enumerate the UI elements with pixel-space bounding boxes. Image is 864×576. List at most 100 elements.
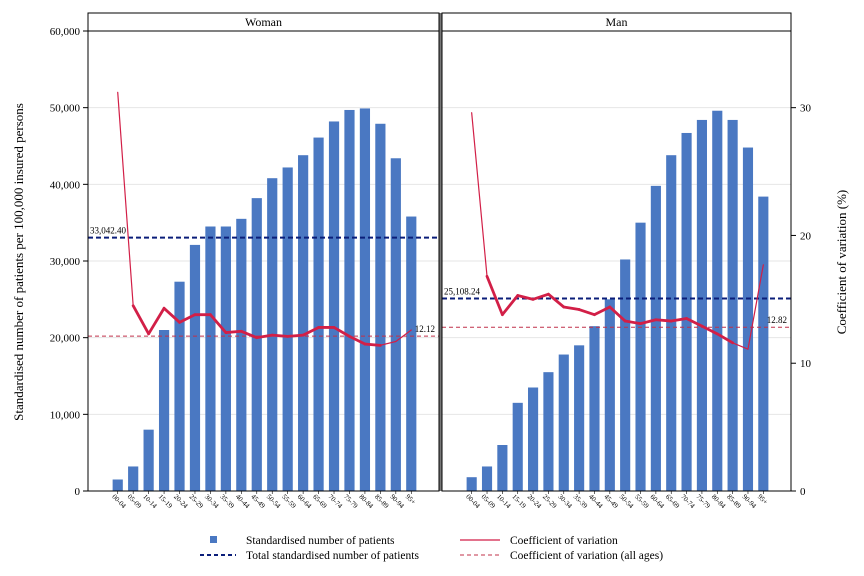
panel-woman: Woman33,042.4012.1200-0405-0910-1415-192… (87, 12, 440, 511)
y-tick-label-6: 60,000 (50, 26, 81, 38)
x-tick-label-man-7: 35-39 (572, 493, 590, 511)
legend-item-cv: Coefficient of variation (460, 535, 618, 547)
cv-segment-woman-8 (239, 329, 259, 340)
y-axis-label: Standardised number of patients per 100,… (11, 103, 26, 421)
x-tick-label-woman-2: 10-14 (141, 493, 159, 511)
cv-segment-man-0 (471, 112, 488, 277)
cv-segment-man-4 (531, 292, 550, 301)
x-tick-label-man-13: 65-69 (664, 493, 682, 511)
cv-segment-man-3 (516, 294, 535, 301)
bar-woman-40-44 (236, 218, 247, 492)
bar-man-15-19 (512, 402, 523, 491)
x-tick-label-woman-3: 15-19 (157, 493, 175, 511)
x-tick-label-man-16: 80-84 (710, 493, 728, 511)
total-label-man: 25,108.24 (444, 287, 481, 297)
x-tick-label-woman-9: 45-49 (249, 493, 267, 511)
cv-segment-man-14 (685, 317, 704, 328)
legend-label-cv-all: Coefficient of variation (all ages) (510, 550, 663, 562)
legend-item-bars: Standardised number of patients (210, 535, 395, 547)
cv-segment-woman-15 (348, 334, 367, 346)
bar-woman-90-94 (390, 158, 401, 491)
x-tick-label-man-18: 90-94 (741, 493, 759, 511)
x-tick-label-woman-4: 20-24 (172, 493, 190, 511)
x-tick-label-man-5: 25-29 (541, 493, 559, 511)
bar-woman-45-49 (251, 198, 262, 491)
x-tick-label-woman-1: 05-09 (126, 493, 144, 511)
total-label-woman: 33,042.40 (90, 226, 127, 236)
bar-woman-80-84 (359, 108, 371, 491)
cv-segment-woman-18 (395, 329, 412, 343)
cv-segment-woman-11 (286, 333, 305, 338)
bar-woman-70-74 (328, 121, 340, 491)
x-tick-label-woman-19: 95+ (404, 493, 417, 506)
bar-man-30-34 (558, 354, 569, 491)
cv-segment-man-10 (623, 319, 642, 326)
y-tick-label-0: 0 (75, 486, 81, 498)
cv-segment-man-6 (562, 305, 581, 311)
cv-segment-man-18 (747, 264, 764, 350)
x-tick-label-woman-7: 35-39 (218, 493, 236, 511)
x-tick-label-man-14: 70-74 (679, 493, 697, 511)
cv-segment-woman-17 (379, 340, 397, 346)
cv-segment-man-2 (500, 294, 520, 317)
cv-segment-woman-9 (255, 333, 274, 340)
y2-tick-label-1: 10 (800, 358, 812, 370)
bar-man-05-09 (481, 466, 493, 491)
cv-segment-woman-1 (131, 304, 151, 336)
cv-all-label-woman: 12.12 (415, 324, 435, 334)
cv-segment-woman-14 (332, 326, 351, 338)
x-tick-label-man-12: 60-64 (648, 493, 666, 511)
x-tick-label-woman-16: 80-84 (358, 493, 376, 511)
cv-segment-man-17 (732, 342, 749, 350)
cv-segment-man-1 (485, 274, 504, 317)
x-tick-label-man-3: 15-19 (510, 493, 528, 511)
x-tick-label-man-10: 50-54 (618, 493, 636, 511)
bar-man-20-24 (528, 387, 539, 491)
bar-woman-20-24 (174, 281, 185, 491)
bar-woman-55-59 (282, 167, 293, 491)
x-tick-label-woman-0: 00-04 (110, 493, 128, 511)
bar-man-65-69 (666, 155, 677, 491)
x-tick-label-woman-18: 90-94 (388, 493, 406, 511)
cv-segment-woman-16 (363, 342, 382, 347)
bar-man-80-84 (712, 110, 723, 491)
bar-man-25-29 (543, 372, 554, 491)
cv-segment-woman-4 (178, 313, 197, 324)
cv-segment-woman-0 (117, 91, 134, 307)
bar-man-00-04 (466, 477, 477, 491)
bar-woman-15-19 (158, 330, 170, 491)
cv-segment-woman-12 (301, 326, 320, 337)
y2-axis-label: Coefficient of variation (%) (834, 190, 849, 335)
x-tick-label-woman-15: 75-79 (342, 493, 360, 511)
bar-man-50-54 (620, 259, 631, 491)
panel-man: Man 25,108.24 12.82 00-0405-0910-1415-1920-… (441, 12, 792, 511)
x-tick-label-man-6: 30-34 (556, 493, 574, 511)
x-tick-label-man-11: 55-59 (633, 493, 651, 511)
cv-segment-man-13 (669, 317, 688, 323)
cv-segment-woman-3 (162, 306, 181, 324)
y-tick-label-2: 20,000 (50, 333, 81, 345)
bar-man-55-59 (635, 222, 646, 491)
y-tick-label-5: 50,000 (50, 103, 81, 115)
y-tick-label-1: 10,000 (50, 409, 81, 421)
bar-man-35-39 (574, 345, 585, 491)
cv-segment-man-15 (700, 324, 719, 336)
cv-segment-man-12 (654, 318, 673, 323)
bar-man-75-79 (696, 119, 707, 491)
y2-tick-label-2: 20 (800, 230, 812, 242)
bar-man-70-74 (681, 132, 692, 491)
bar-man-45-49 (604, 299, 615, 491)
y-tick-label-4: 40,000 (50, 179, 81, 191)
x-tick-label-woman-12: 60-64 (296, 493, 314, 511)
bar-man-95+ (758, 196, 769, 491)
bar-man-10-14 (497, 445, 508, 491)
bar-man-40-44 (589, 326, 600, 491)
x-tick-label-man-9: 45-49 (602, 493, 620, 511)
cv-segment-man-7 (577, 308, 596, 317)
bar-woman-10-14 (143, 429, 154, 491)
x-tick-label-woman-5: 25-29 (188, 493, 206, 511)
x-tick-label-man-15: 75-79 (695, 493, 713, 511)
bar-woman-65-69 (313, 137, 324, 492)
cv-segment-woman-2 (147, 306, 166, 336)
cv-segment-man-16 (715, 332, 735, 345)
